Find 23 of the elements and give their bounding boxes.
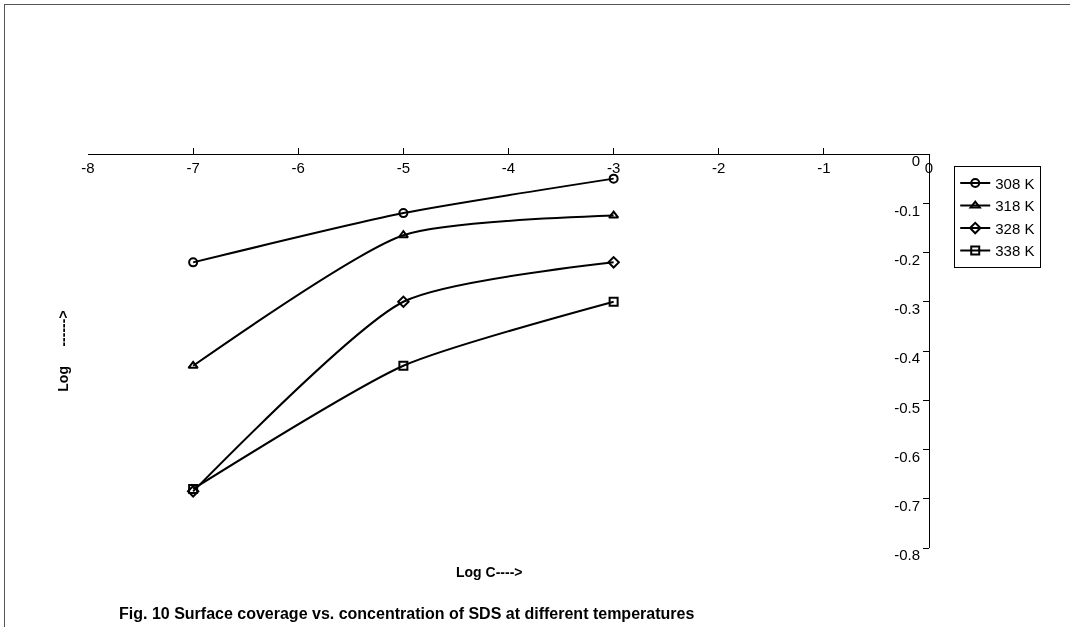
x-tick-label: -2 — [712, 159, 726, 176]
x-tick-label: -1 — [817, 159, 831, 176]
y-tick-label: -0.3 — [894, 300, 920, 317]
y-axis-title: Log ------> — [54, 310, 71, 392]
y-tick-label: -0.1 — [894, 201, 920, 219]
legend-label: 318 K — [995, 197, 1035, 215]
x-tick-label: -3 — [606, 159, 621, 176]
legend-label: 308 K — [995, 174, 1035, 192]
x-tick-label: -7 — [186, 159, 200, 176]
legend-label: 338 K — [995, 242, 1035, 260]
x-axis-title: Log C----> — [456, 564, 523, 580]
x-tick-label: -5 — [396, 159, 411, 176]
x-tick-label: -6 — [291, 159, 305, 176]
legend-label: 328 K — [995, 219, 1035, 237]
text: Fig. 10 Surface coverage vs. concentration of SDS at different temperatures — [119, 605, 695, 622]
y-tick-label: -0.7 — [894, 497, 920, 514]
x-tick-label: -4 — [501, 159, 516, 176]
y-tick-label: -0.8 — [894, 546, 920, 564]
y-tick-label: -0.5 — [894, 398, 920, 416]
y-tick-label: -0.6 — [894, 447, 920, 465]
x-tick-label: -8 — [81, 159, 95, 176]
y-tick-label: -0.4 — [894, 349, 920, 367]
y-tick-label: -0.2 — [894, 250, 920, 268]
